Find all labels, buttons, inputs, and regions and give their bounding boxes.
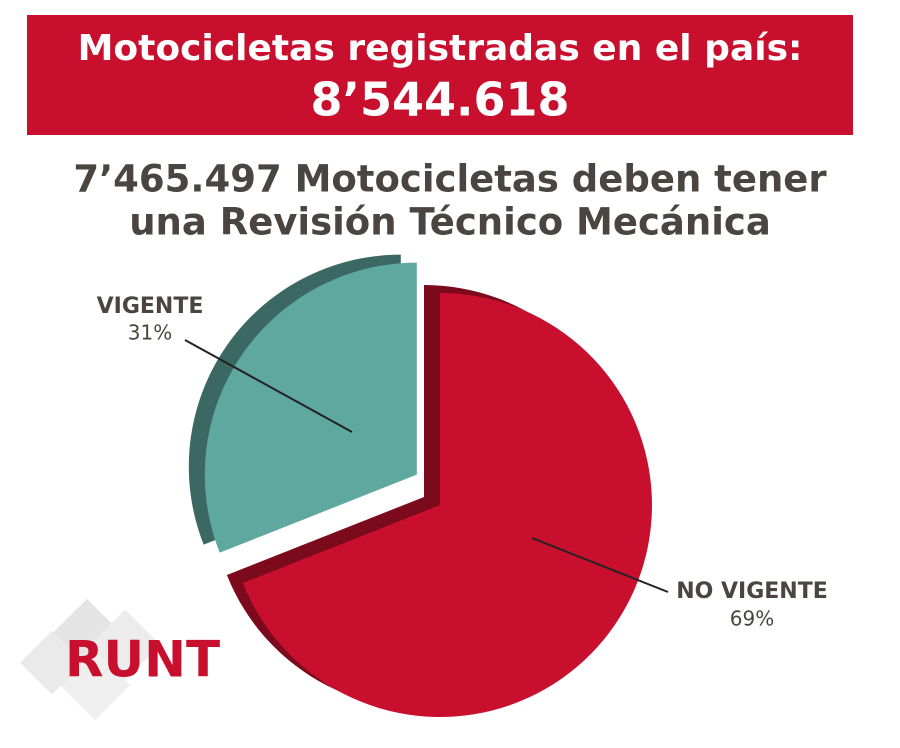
subtitle-line: una Revisión Técnico Mecánica <box>129 201 771 244</box>
leader-line <box>531 537 669 593</box>
leader-line <box>184 339 353 433</box>
pie <box>188 254 652 717</box>
slice <box>204 262 417 553</box>
slice <box>242 293 652 717</box>
total-count: 8’544.618 <box>311 73 570 127</box>
logo: RUNT <box>65 631 220 689</box>
slice-label: VIGENTE <box>97 294 204 319</box>
chart-title: Motocicletas registradas en el país: <box>78 28 803 69</box>
value-label: 69% <box>730 607 774 631</box>
slice-label: NO VIGENTE <box>676 579 828 604</box>
header-banner <box>27 15 853 135</box>
value-label: 31% <box>128 321 172 345</box>
subtitle-line: 7’465.497 Motocicletas deben tener <box>73 158 827 201</box>
